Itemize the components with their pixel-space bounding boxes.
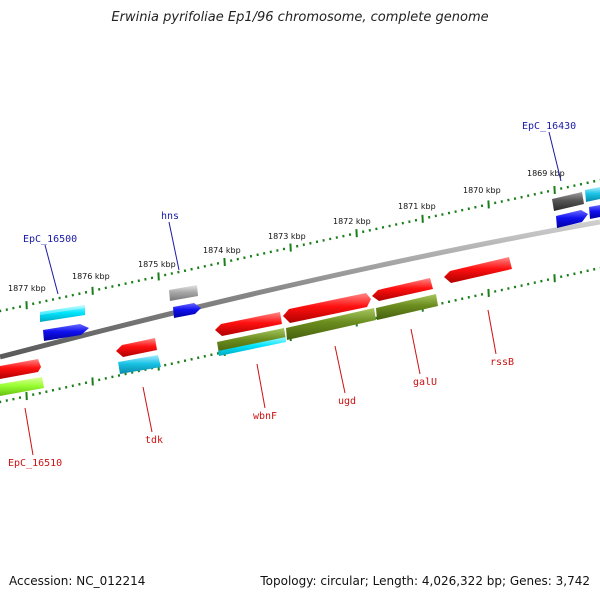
gene-epc16430-box[interactable]	[552, 192, 584, 211]
accession-text: Accession: NC_012214	[9, 574, 146, 588]
genome-backbone	[0, 219, 600, 360]
ruler-label-1869: 1869 kbp	[527, 169, 565, 178]
ruler-label-1872: 1872 kbp	[333, 217, 371, 226]
gene-tdk-red[interactable]	[116, 338, 157, 357]
gene-epc16430-arrow[interactable]	[556, 210, 588, 228]
ruler-outer	[0, 178, 600, 313]
ruler-label-1873: 1873 kbp	[268, 232, 306, 241]
ruler-label-1877: 1877 kbp	[8, 284, 46, 293]
gene-edge-lightblue[interactable]	[585, 187, 600, 202]
leader-ugd	[334, 345, 346, 394]
gene-label-ugd[interactable]: ugd	[338, 396, 356, 407]
gene-epc16500-box[interactable]	[40, 305, 85, 322]
gene-wbnf-red[interactable]	[215, 312, 282, 336]
ruler-label-1871: 1871 kbp	[398, 202, 436, 211]
feature-track	[0, 187, 600, 396]
leader-rssb	[487, 309, 497, 355]
gene-label-galu[interactable]: galU	[413, 377, 437, 388]
gene-galu-red[interactable]	[372, 278, 433, 301]
gene-hns-box[interactable]	[169, 285, 198, 301]
genome-summary-text: Topology: circular; Length: 4,026,322 bp…	[260, 574, 590, 588]
gene-label-wbnf[interactable]: wbnF	[253, 411, 277, 422]
gene-label-hns[interactable]: hns	[161, 211, 179, 222]
leader-epc16430	[548, 131, 562, 182]
gene-edge-blue[interactable]	[589, 205, 600, 219]
gene-label-epc16430[interactable]: EpC_16430	[522, 121, 576, 132]
ruler-label-1876: 1876 kbp	[72, 272, 110, 281]
gene-ugd-olive[interactable]	[286, 308, 376, 340]
gene-hns-arrow[interactable]	[173, 303, 201, 318]
leader-wbnf	[256, 363, 266, 409]
gene-label-tdk[interactable]: tdk	[145, 435, 163, 446]
gene-epc16510-lime[interactable]	[0, 377, 44, 396]
gene-galu-olive[interactable]	[376, 294, 438, 320]
leader-epc16510	[24, 407, 34, 456]
gene-ugd-red[interactable]	[283, 293, 371, 323]
gene-epc16500-arrow[interactable]	[43, 324, 89, 341]
leader-epc16500	[44, 244, 59, 295]
gene-wbnf-olive[interactable]	[217, 328, 286, 354]
leader-galu	[410, 328, 421, 375]
gene-wbnf-cyan[interactable]	[218, 337, 286, 356]
gene-labels: EpC_16500 hns EpC_16430 EpC_16510 tdk wb…	[8, 121, 576, 469]
label-leaders	[24, 131, 562, 456]
ruler-label-1874: 1874 kbp	[203, 246, 241, 255]
map-title: Erwinia pyrifoliae Ep1/96 chromosome, co…	[111, 10, 489, 25]
ruler-labels: 1877 kbp 1876 kbp 1875 kbp 1874 kbp 1873…	[8, 169, 565, 293]
ruler-label-1875: 1875 kbp	[138, 260, 176, 269]
gene-label-epc16510[interactable]: EpC_16510	[8, 458, 62, 469]
gene-label-epc16500[interactable]: EpC_16500	[23, 234, 77, 245]
gene-rssb-red[interactable]	[444, 257, 512, 283]
leader-tdk	[142, 386, 153, 433]
gene-tdk-blue[interactable]	[118, 355, 161, 374]
gene-epc16510-red[interactable]	[0, 359, 41, 379]
ruler-label-1870: 1870 kbp	[463, 186, 501, 195]
gene-label-rssb[interactable]: rssB	[490, 357, 514, 368]
leader-hns	[168, 221, 180, 271]
